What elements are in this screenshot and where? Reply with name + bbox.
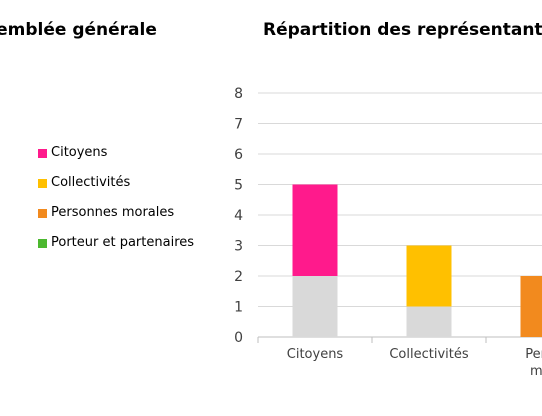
bar-segment bbox=[406, 306, 452, 337]
legend-item-personnes-morales: Personnes morales bbox=[38, 203, 194, 233]
bar-segment bbox=[292, 276, 338, 337]
legend-swatch bbox=[38, 149, 47, 158]
y-tick-label: 1 bbox=[234, 300, 243, 316]
y-tick-label: 7 bbox=[234, 117, 243, 133]
legend-item-porteur-partenaires: Porteur et partenaires bbox=[38, 233, 194, 263]
legend-label: Personnes morales bbox=[51, 205, 175, 220]
legend-label: Citoyens bbox=[51, 145, 108, 160]
chart-title: Répartition des représentant.e. bbox=[263, 20, 542, 40]
legend-item-citoyens: Citoyens bbox=[38, 143, 194, 173]
legend-item-collectivites: Collectivités bbox=[38, 173, 194, 203]
legend-swatch bbox=[38, 209, 47, 218]
y-tick-label: 6 bbox=[234, 147, 243, 163]
x-tick-label: Persomor bbox=[525, 347, 542, 379]
section-title-left: semblée générale bbox=[0, 20, 157, 40]
x-tick-label: Citoyens bbox=[287, 347, 344, 362]
legend-swatch bbox=[38, 179, 47, 188]
bar-segment bbox=[520, 276, 542, 337]
legend-swatch bbox=[38, 239, 47, 248]
y-tick-label: 8 bbox=[234, 86, 243, 102]
y-tick-label: 0 bbox=[234, 330, 243, 346]
y-tick-label: 4 bbox=[234, 208, 243, 224]
legend-label: Collectivités bbox=[51, 175, 131, 190]
y-tick-label: 3 bbox=[234, 239, 243, 255]
y-tick-label: 5 bbox=[234, 178, 243, 194]
legend-label: Porteur et partenaires bbox=[51, 235, 195, 250]
bar-segment bbox=[406, 245, 452, 307]
y-tick-label: 2 bbox=[234, 269, 243, 285]
bar-segment bbox=[292, 184, 338, 276]
chart-legend: Citoyens Collectivités Personnes morales… bbox=[38, 143, 194, 263]
x-tick-label: Collectivités bbox=[389, 347, 469, 362]
